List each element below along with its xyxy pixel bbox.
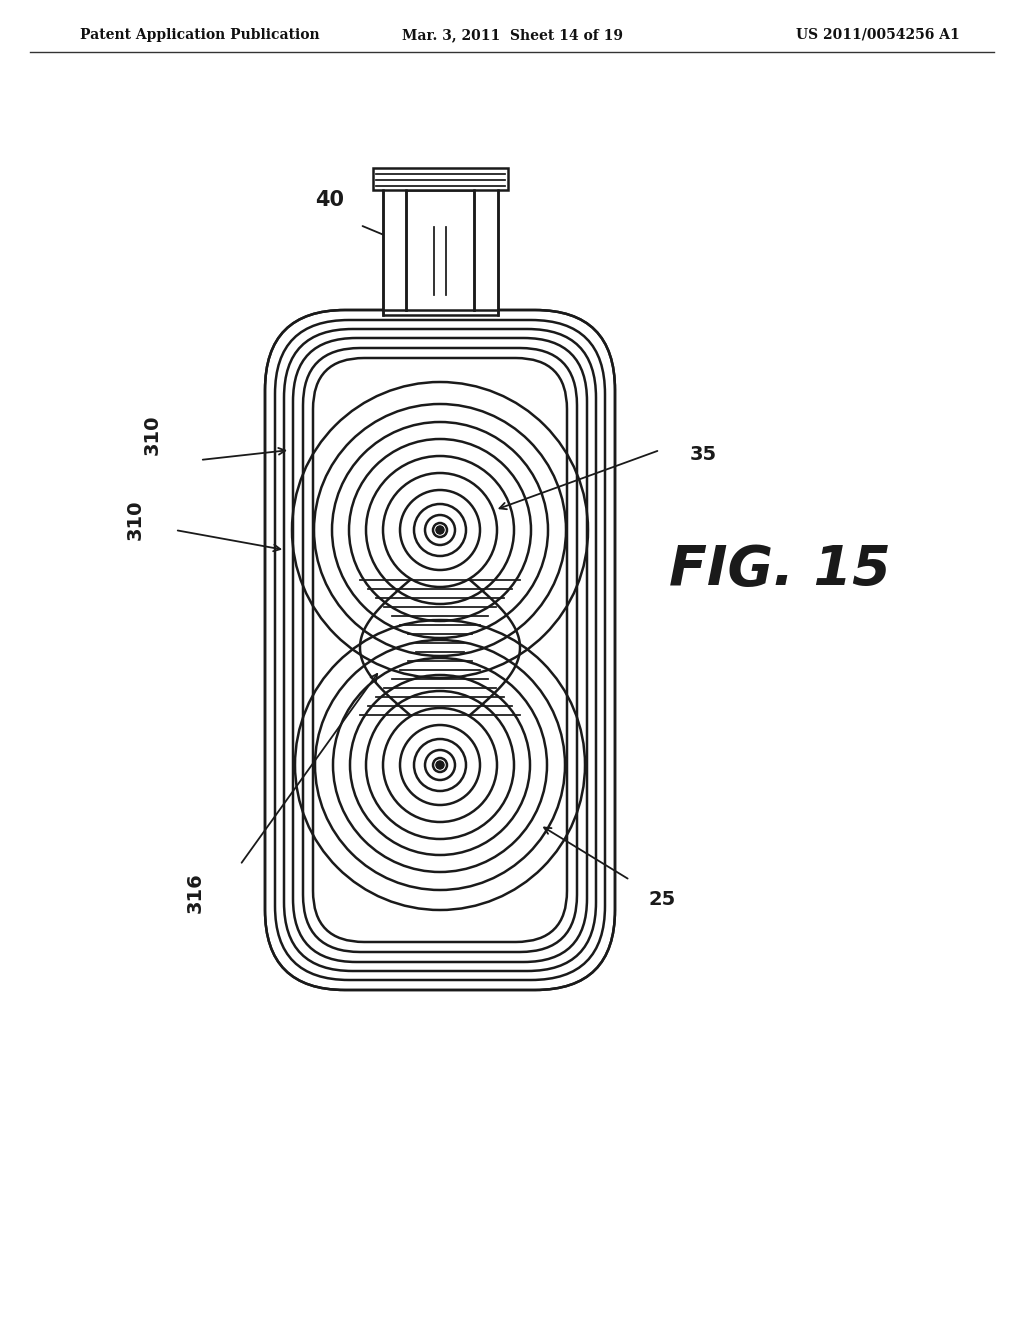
Bar bbox=[406, 190, 474, 310]
Circle shape bbox=[295, 620, 585, 909]
Text: 40: 40 bbox=[315, 190, 344, 210]
Text: 310: 310 bbox=[126, 500, 144, 540]
Text: 316: 316 bbox=[185, 873, 205, 912]
Bar bbox=[373, 168, 508, 190]
Bar bbox=[383, 180, 400, 315]
Circle shape bbox=[436, 762, 444, 770]
Bar bbox=[383, 180, 498, 315]
Circle shape bbox=[436, 525, 444, 535]
FancyBboxPatch shape bbox=[265, 310, 615, 990]
Circle shape bbox=[292, 381, 588, 678]
Text: 25: 25 bbox=[648, 890, 675, 909]
Text: 310: 310 bbox=[142, 414, 162, 455]
Text: FIG. 15: FIG. 15 bbox=[669, 543, 891, 597]
Text: 35: 35 bbox=[690, 446, 717, 465]
Text: US 2011/0054256 A1: US 2011/0054256 A1 bbox=[797, 28, 961, 42]
Text: Mar. 3, 2011  Sheet 14 of 19: Mar. 3, 2011 Sheet 14 of 19 bbox=[401, 28, 623, 42]
Text: Patent Application Publication: Patent Application Publication bbox=[80, 28, 319, 42]
Bar bbox=[479, 180, 498, 315]
